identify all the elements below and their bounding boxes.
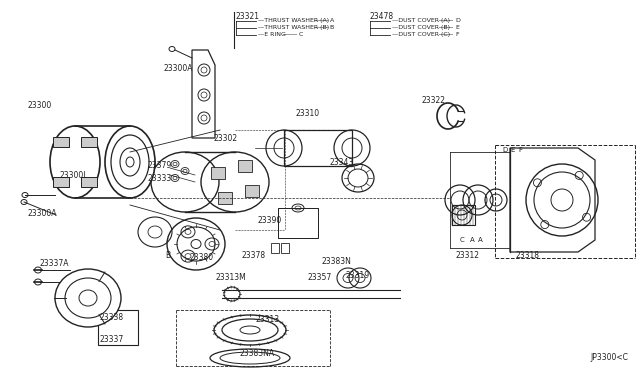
Ellipse shape bbox=[65, 278, 111, 318]
Text: 23333: 23333 bbox=[148, 173, 172, 183]
Text: 23319: 23319 bbox=[345, 270, 369, 279]
Ellipse shape bbox=[222, 319, 278, 341]
Polygon shape bbox=[192, 50, 215, 138]
Polygon shape bbox=[278, 208, 318, 238]
Text: B: B bbox=[165, 251, 170, 260]
Text: JP3300<C: JP3300<C bbox=[590, 353, 628, 362]
Text: 23357: 23357 bbox=[307, 273, 332, 282]
Text: 23322: 23322 bbox=[422, 96, 446, 105]
Text: 23338: 23338 bbox=[100, 314, 124, 323]
Text: 23390: 23390 bbox=[258, 215, 282, 224]
Text: A: A bbox=[330, 17, 334, 22]
Text: —DUST COVER (C): —DUST COVER (C) bbox=[392, 32, 450, 36]
Text: 23302: 23302 bbox=[213, 134, 237, 142]
Polygon shape bbox=[238, 160, 252, 172]
Text: 23313: 23313 bbox=[255, 315, 279, 324]
Text: E: E bbox=[510, 147, 515, 153]
Text: 23312: 23312 bbox=[456, 250, 480, 260]
Text: 23380: 23380 bbox=[190, 253, 214, 263]
Text: F: F bbox=[518, 147, 522, 153]
Text: D: D bbox=[455, 17, 460, 22]
Text: 23478: 23478 bbox=[370, 12, 394, 20]
Text: 23300A: 23300A bbox=[164, 64, 193, 73]
Text: 23337A: 23337A bbox=[40, 260, 70, 269]
Ellipse shape bbox=[214, 315, 286, 345]
Text: 23383NA: 23383NA bbox=[240, 349, 275, 357]
Polygon shape bbox=[218, 192, 232, 203]
Polygon shape bbox=[211, 167, 225, 179]
Text: 23310: 23310 bbox=[295, 109, 319, 118]
Text: —DUST COVER (A): —DUST COVER (A) bbox=[392, 17, 450, 22]
Text: 23321: 23321 bbox=[236, 12, 260, 20]
Polygon shape bbox=[284, 130, 352, 166]
Text: 23378: 23378 bbox=[242, 250, 266, 260]
Ellipse shape bbox=[105, 126, 155, 198]
Text: D: D bbox=[502, 147, 508, 153]
Text: 23337: 23337 bbox=[100, 336, 124, 344]
Polygon shape bbox=[510, 148, 595, 252]
Ellipse shape bbox=[55, 269, 121, 327]
Text: —THRUST WASHER (A): —THRUST WASHER (A) bbox=[258, 17, 329, 22]
Text: F: F bbox=[455, 32, 459, 36]
Text: E: E bbox=[455, 25, 459, 29]
Ellipse shape bbox=[177, 227, 215, 261]
Polygon shape bbox=[53, 137, 69, 147]
Text: —THRUST WASHER (B): —THRUST WASHER (B) bbox=[258, 25, 329, 29]
Text: 23300A: 23300A bbox=[27, 208, 56, 218]
Ellipse shape bbox=[167, 218, 225, 270]
Polygon shape bbox=[81, 177, 97, 187]
Text: C: C bbox=[299, 32, 303, 36]
Text: A: A bbox=[478, 237, 483, 243]
Text: 23300: 23300 bbox=[27, 100, 51, 109]
Text: —E RING: —E RING bbox=[258, 32, 286, 36]
Polygon shape bbox=[245, 185, 259, 197]
Polygon shape bbox=[53, 177, 69, 187]
Text: A: A bbox=[470, 237, 475, 243]
Polygon shape bbox=[98, 310, 138, 345]
Text: 23313M: 23313M bbox=[215, 273, 246, 282]
Text: 23318: 23318 bbox=[516, 250, 540, 260]
Text: 23383N: 23383N bbox=[322, 257, 352, 266]
Text: C: C bbox=[460, 237, 465, 243]
Text: —DUST COVER (B): —DUST COVER (B) bbox=[392, 25, 450, 29]
Text: 23343: 23343 bbox=[330, 157, 355, 167]
Text: B: B bbox=[330, 25, 334, 29]
Polygon shape bbox=[81, 137, 97, 147]
Ellipse shape bbox=[50, 126, 100, 198]
Text: 23300L: 23300L bbox=[60, 170, 88, 180]
Text: 23379: 23379 bbox=[148, 160, 172, 170]
